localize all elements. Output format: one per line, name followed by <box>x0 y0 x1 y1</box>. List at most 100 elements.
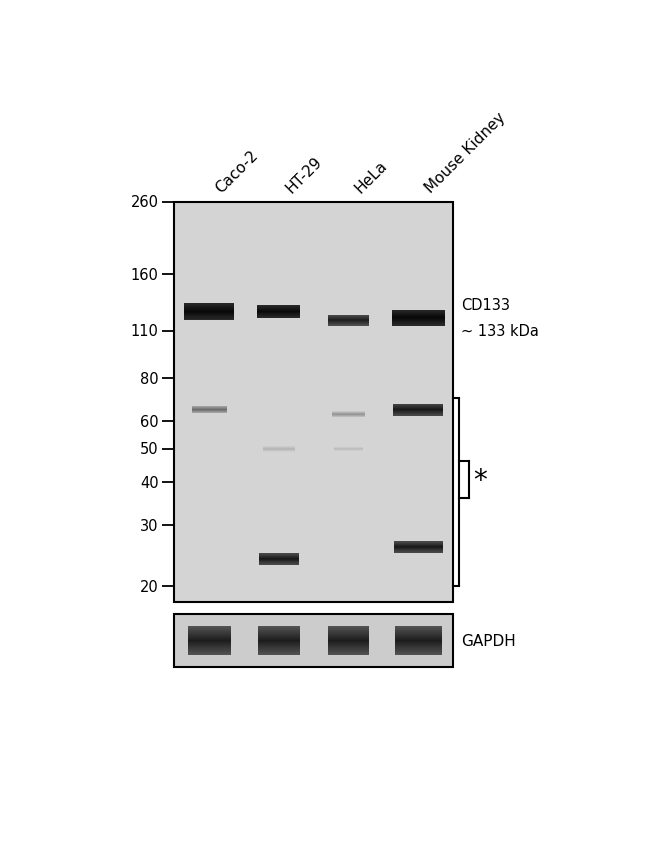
Bar <box>184 308 234 309</box>
Text: CD133: CD133 <box>461 298 510 312</box>
Bar <box>328 637 369 638</box>
Bar <box>258 629 300 630</box>
Bar <box>395 627 442 628</box>
Bar <box>395 640 442 641</box>
Bar <box>258 649 300 651</box>
Bar <box>328 641 369 643</box>
Bar <box>392 317 445 318</box>
Bar <box>328 638 369 639</box>
Bar <box>187 630 231 631</box>
Bar <box>187 645 231 646</box>
Bar <box>184 316 234 317</box>
Bar <box>395 630 442 631</box>
Bar <box>187 643 231 645</box>
Bar <box>328 640 369 641</box>
Bar <box>174 614 453 668</box>
Bar <box>392 319 445 320</box>
Bar <box>392 322 445 323</box>
Bar <box>395 650 442 652</box>
Bar <box>187 638 231 639</box>
Bar <box>258 643 300 645</box>
Bar <box>328 630 369 632</box>
Bar <box>328 631 369 633</box>
Bar <box>328 633 369 635</box>
Bar <box>392 314 445 315</box>
Bar <box>392 311 445 312</box>
Bar <box>187 641 231 643</box>
Bar <box>187 628 231 629</box>
Bar <box>184 311 234 312</box>
Text: 20: 20 <box>140 579 159 594</box>
Bar <box>187 636 231 637</box>
Bar <box>328 636 369 637</box>
Bar <box>184 304 234 305</box>
Bar <box>395 648 442 649</box>
Bar <box>328 646 369 647</box>
Bar <box>187 630 231 632</box>
Bar <box>392 319 445 320</box>
Bar <box>392 310 445 311</box>
Bar <box>328 629 369 630</box>
Bar <box>395 647 442 648</box>
Text: GAPDH: GAPDH <box>461 633 515 648</box>
Text: 160: 160 <box>131 268 159 282</box>
Text: 40: 40 <box>140 475 159 490</box>
Bar <box>328 627 369 628</box>
Bar <box>392 313 445 314</box>
Bar <box>184 310 234 311</box>
Bar <box>187 634 231 635</box>
Bar <box>187 627 231 628</box>
Bar <box>392 315 445 316</box>
Bar <box>258 653 300 655</box>
Bar <box>174 202 453 602</box>
Bar <box>395 631 442 633</box>
Bar <box>392 318 445 319</box>
Bar <box>184 305 234 306</box>
Bar <box>395 628 442 629</box>
Bar <box>184 320 234 321</box>
Bar <box>258 627 300 628</box>
Bar <box>187 653 231 654</box>
Text: HT-29: HT-29 <box>283 154 325 196</box>
Bar <box>184 312 234 314</box>
Bar <box>184 306 234 307</box>
Bar <box>187 648 231 649</box>
Bar <box>258 641 300 643</box>
Bar <box>392 315 445 316</box>
Text: 60: 60 <box>140 415 159 429</box>
Bar <box>258 646 300 647</box>
Bar <box>258 633 300 635</box>
Bar <box>184 306 234 307</box>
Bar <box>187 640 231 641</box>
Bar <box>258 645 300 646</box>
Bar <box>328 653 369 654</box>
Text: 80: 80 <box>140 371 159 386</box>
Bar <box>187 633 231 635</box>
Bar <box>392 323 445 324</box>
Bar <box>184 314 234 315</box>
Bar <box>258 650 300 652</box>
Bar <box>392 320 445 321</box>
Bar <box>258 637 300 638</box>
Bar <box>184 314 234 316</box>
Bar <box>395 639 442 641</box>
Bar <box>395 630 442 632</box>
Text: ~ 133 kDa: ~ 133 kDa <box>461 323 539 339</box>
Bar <box>395 641 442 642</box>
Bar <box>328 650 369 652</box>
Bar <box>328 641 369 642</box>
Bar <box>328 652 369 653</box>
Text: HeLa: HeLa <box>352 158 391 196</box>
Bar <box>258 638 300 639</box>
Bar <box>395 637 442 638</box>
Bar <box>392 312 445 313</box>
Bar <box>187 653 231 655</box>
Bar <box>184 309 234 310</box>
Bar <box>395 653 442 654</box>
Bar <box>258 641 300 642</box>
Bar <box>328 643 369 645</box>
Bar <box>395 635 442 636</box>
Bar <box>392 316 445 317</box>
Bar <box>258 642 300 644</box>
Bar <box>328 630 369 631</box>
